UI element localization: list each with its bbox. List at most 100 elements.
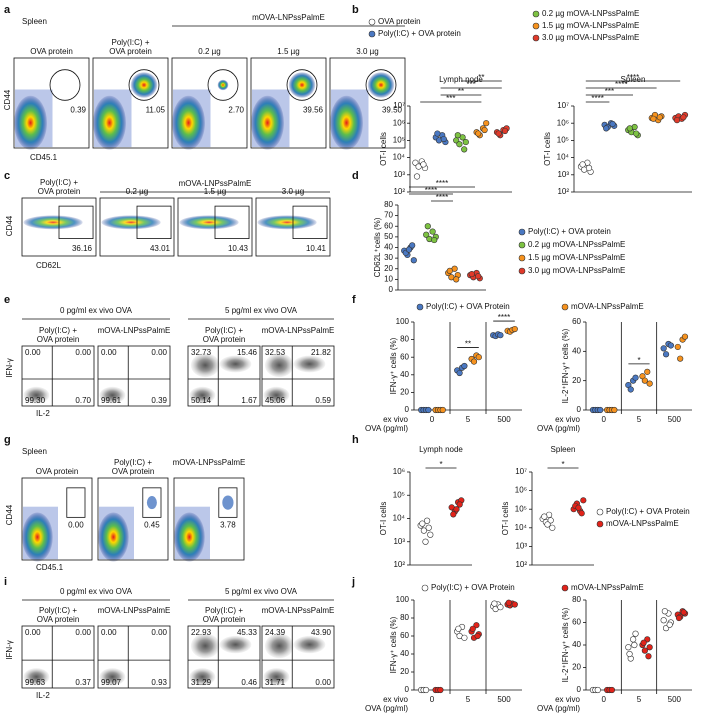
y-axis-label: OT-I cells bbox=[543, 132, 552, 166]
gate bbox=[218, 487, 238, 518]
contour bbox=[23, 668, 50, 686]
y-tick-label: 60 bbox=[572, 317, 581, 326]
y-tick-label: 60 bbox=[572, 618, 581, 627]
y-tick-label: 0 bbox=[577, 685, 582, 694]
data-point bbox=[681, 333, 689, 340]
data-point bbox=[575, 504, 582, 511]
significance-label: ** bbox=[458, 87, 464, 96]
y-tick-label: 20 bbox=[400, 667, 409, 676]
y-tick-label: 0 bbox=[405, 685, 410, 694]
gate bbox=[214, 205, 250, 239]
plot-border bbox=[173, 477, 245, 561]
chart-title: Spleen bbox=[621, 75, 646, 84]
quadrant-value: 0.39 bbox=[151, 396, 167, 405]
data-point bbox=[646, 380, 653, 387]
density bbox=[257, 215, 317, 230]
data-point bbox=[656, 114, 663, 121]
y-tick-label: 10⁵ bbox=[393, 490, 405, 499]
data-point bbox=[453, 276, 460, 283]
density bbox=[172, 95, 205, 150]
gate bbox=[207, 69, 239, 101]
y-tick-label: 60 bbox=[400, 352, 409, 361]
legend-label: OVA protein bbox=[378, 17, 421, 26]
x-tick-label: 500 bbox=[497, 695, 511, 704]
data-point bbox=[585, 164, 593, 172]
contour bbox=[264, 633, 294, 659]
quadrant-value: 0.93 bbox=[151, 678, 167, 687]
plot-border bbox=[92, 57, 169, 149]
gate bbox=[286, 69, 318, 101]
quadrant-value: 0.37 bbox=[75, 678, 91, 687]
y-tick-label: 10³ bbox=[393, 170, 405, 179]
legend-label: 0.2 µg mOVA-LNPssPalmE bbox=[542, 9, 639, 18]
quadrant-value: 32.73 bbox=[191, 348, 212, 357]
plot-border bbox=[250, 57, 327, 149]
density bbox=[22, 512, 53, 562]
x-tick-label: 5 bbox=[637, 695, 642, 704]
data-point bbox=[437, 686, 444, 694]
plot-title: OVA protein bbox=[30, 47, 73, 56]
significance-label: **** bbox=[615, 80, 627, 89]
plot-content: 0.00 0.00 99.30 0.70 bbox=[21, 345, 95, 407]
plot-content: 39.50 bbox=[329, 57, 406, 150]
data-point bbox=[410, 257, 417, 264]
data-point bbox=[409, 242, 416, 249]
y-axis-label: OT-I cells bbox=[379, 502, 388, 536]
quadrant-value: 15.46 bbox=[237, 348, 258, 357]
data-point bbox=[505, 599, 512, 606]
legend-marker bbox=[596, 520, 604, 528]
quadrant-value: 99.61 bbox=[101, 396, 122, 405]
legend-marker bbox=[561, 303, 569, 311]
panel-letter: h bbox=[352, 434, 359, 446]
legend-label: 3.0 µg mOVA-LNPssPalmE bbox=[528, 266, 625, 275]
quadrant-value: 45.06 bbox=[265, 396, 286, 405]
gate bbox=[128, 69, 160, 101]
plot-title: OVA protein bbox=[36, 467, 79, 476]
gate-value: 10.41 bbox=[306, 244, 327, 253]
gated-density bbox=[288, 72, 316, 98]
data-point bbox=[440, 135, 447, 143]
data-point bbox=[544, 521, 551, 528]
y-axis-label: IL-2⁺IFN-γ⁺ cells (%) bbox=[561, 607, 570, 682]
y-tick-label: 40 bbox=[400, 370, 409, 379]
gate-value: 0.39 bbox=[70, 105, 86, 114]
y-axis-label: OT-I cells bbox=[379, 132, 388, 166]
data-point bbox=[423, 231, 430, 238]
y-tick-label: 10⁷ bbox=[393, 101, 405, 110]
significance-label: **** bbox=[627, 73, 639, 82]
data-point bbox=[660, 345, 667, 352]
quadrant-value: 0.00 bbox=[151, 628, 167, 637]
x-tick-label: 0 bbox=[430, 695, 435, 704]
data-point bbox=[419, 520, 426, 527]
gate-value: 11.05 bbox=[146, 105, 166, 114]
x-tick-label: 500 bbox=[668, 695, 682, 704]
data-point bbox=[446, 267, 453, 274]
condition-label: 5 pg/ml ex vivo OVA bbox=[225, 587, 298, 596]
x-axis-label: ex vivo OVA (pg/ml) bbox=[365, 415, 409, 433]
plot-content: 0.00 0.00 99.63 0.37 bbox=[21, 625, 95, 689]
data-point bbox=[425, 406, 432, 414]
data-point bbox=[497, 604, 504, 611]
gate-value: 3.78 bbox=[220, 521, 236, 530]
significance-label: *** bbox=[467, 80, 476, 89]
y-tick-label: 10⁷ bbox=[515, 467, 527, 476]
data-point bbox=[511, 601, 518, 608]
plot-title: 1.5 µg bbox=[277, 47, 299, 56]
plot-title: Poly(I:C) + OVA protein bbox=[37, 326, 80, 344]
data-point bbox=[627, 386, 634, 393]
gate-value: 0.45 bbox=[144, 521, 160, 530]
gate bbox=[365, 69, 397, 101]
data-point bbox=[579, 161, 586, 168]
y-tick-label: 20 bbox=[572, 663, 581, 672]
data-point bbox=[462, 138, 469, 146]
gate bbox=[58, 205, 94, 239]
tissue-label: Spleen bbox=[22, 17, 47, 26]
contour bbox=[263, 386, 290, 404]
data-point bbox=[461, 634, 468, 641]
y-axis-label: OT-I cells bbox=[501, 502, 510, 536]
data-point bbox=[660, 617, 667, 624]
data-point bbox=[631, 641, 638, 649]
gate-value: 39.50 bbox=[382, 105, 403, 114]
data-point bbox=[633, 130, 640, 137]
x-axis-label: CD62L bbox=[36, 261, 61, 270]
